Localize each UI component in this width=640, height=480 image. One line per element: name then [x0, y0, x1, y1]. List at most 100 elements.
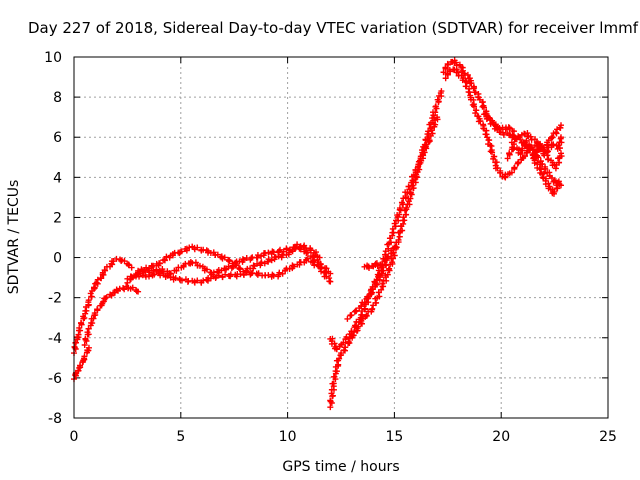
data-point — [532, 148, 539, 155]
data-point — [517, 151, 524, 158]
data-point — [178, 248, 185, 255]
data-point — [353, 308, 360, 315]
data-point — [196, 262, 203, 269]
data-point — [194, 244, 201, 251]
data-point — [283, 245, 290, 252]
data-point — [102, 267, 109, 274]
series-track-m — [481, 110, 565, 189]
data-point — [558, 139, 565, 146]
y-tick-label: 0 — [53, 251, 62, 267]
data-point — [331, 340, 338, 347]
data-point — [432, 109, 439, 116]
data-point — [348, 328, 355, 335]
data-point — [102, 295, 109, 302]
data-point — [515, 159, 522, 166]
data-point — [203, 266, 210, 273]
data-point — [318, 268, 325, 275]
data-point — [554, 179, 561, 186]
series-track-b — [71, 344, 92, 383]
series-track-e — [124, 255, 334, 286]
data-point — [442, 75, 449, 82]
data-point — [161, 256, 168, 263]
data-point — [90, 284, 97, 291]
data-point — [497, 169, 504, 176]
data-point — [556, 159, 563, 166]
data-point — [366, 264, 373, 271]
data-point — [555, 142, 562, 149]
data-point — [432, 103, 439, 110]
data-point — [385, 253, 392, 260]
data-point — [481, 104, 488, 111]
data-point — [276, 269, 283, 276]
data-point — [558, 150, 565, 157]
data-point — [338, 350, 345, 357]
series-track-q — [530, 155, 562, 197]
data-point — [533, 138, 540, 145]
data-point — [85, 297, 92, 304]
x-tick-label: 0 — [70, 429, 79, 445]
data-point — [369, 285, 376, 292]
data-point — [389, 259, 396, 266]
data-point — [311, 262, 318, 269]
data-point — [550, 141, 557, 148]
data-point — [555, 178, 562, 185]
data-point — [129, 274, 136, 281]
data-point — [268, 257, 275, 264]
data-point — [551, 188, 558, 195]
data-point — [378, 264, 385, 271]
data-point — [494, 164, 501, 171]
data-point — [352, 322, 359, 329]
series-track-f — [135, 241, 323, 278]
data-point — [558, 134, 565, 141]
y-axis-label: SDTVAR / TECUs — [6, 180, 22, 295]
data-point — [544, 156, 551, 163]
y-tick-label: -8 — [48, 411, 62, 427]
data-point — [136, 273, 143, 280]
data-point — [258, 253, 265, 260]
data-point — [330, 373, 337, 380]
data-point — [477, 117, 484, 124]
x-tick-labels: 0 5 10 15 20 25 — [70, 429, 617, 445]
series-track-i — [344, 244, 398, 322]
data-point — [77, 362, 84, 369]
data-point — [403, 204, 410, 211]
x-tick-label: 10 — [279, 429, 297, 445]
data-point — [163, 253, 170, 260]
data-point — [317, 264, 324, 271]
data-point — [239, 256, 246, 263]
chart-title: Day 227 of 2018, Sidereal Day-to-day VTE… — [28, 19, 639, 37]
data-point — [403, 211, 410, 218]
data-point — [434, 114, 441, 121]
data-point — [156, 260, 163, 267]
data-point — [428, 127, 435, 134]
data-point — [386, 265, 393, 272]
data-point — [440, 69, 447, 76]
y-tick-label: 10 — [44, 50, 62, 66]
data-point — [504, 155, 511, 162]
data-point — [531, 152, 538, 159]
data-point — [379, 267, 386, 274]
data-point — [348, 312, 355, 319]
data-point — [186, 244, 193, 251]
x-tick-label: 25 — [599, 429, 617, 445]
data-point — [327, 278, 334, 285]
data-point — [383, 261, 390, 268]
plot-frame — [73, 56, 609, 419]
data-point — [98, 275, 105, 282]
data-point — [232, 262, 239, 269]
data-point — [527, 143, 534, 150]
data-point — [345, 338, 352, 345]
data-point — [452, 59, 459, 66]
data-point — [391, 244, 398, 251]
data-point — [358, 311, 365, 318]
data-point — [361, 299, 368, 306]
data-point — [490, 155, 497, 162]
x-tick-label: 20 — [492, 429, 510, 445]
data-point — [78, 319, 85, 326]
data-point — [468, 80, 475, 87]
data-point — [140, 268, 147, 275]
data-point — [327, 270, 334, 277]
data-point — [167, 270, 174, 277]
data-point — [340, 339, 347, 346]
data-point — [391, 220, 398, 227]
